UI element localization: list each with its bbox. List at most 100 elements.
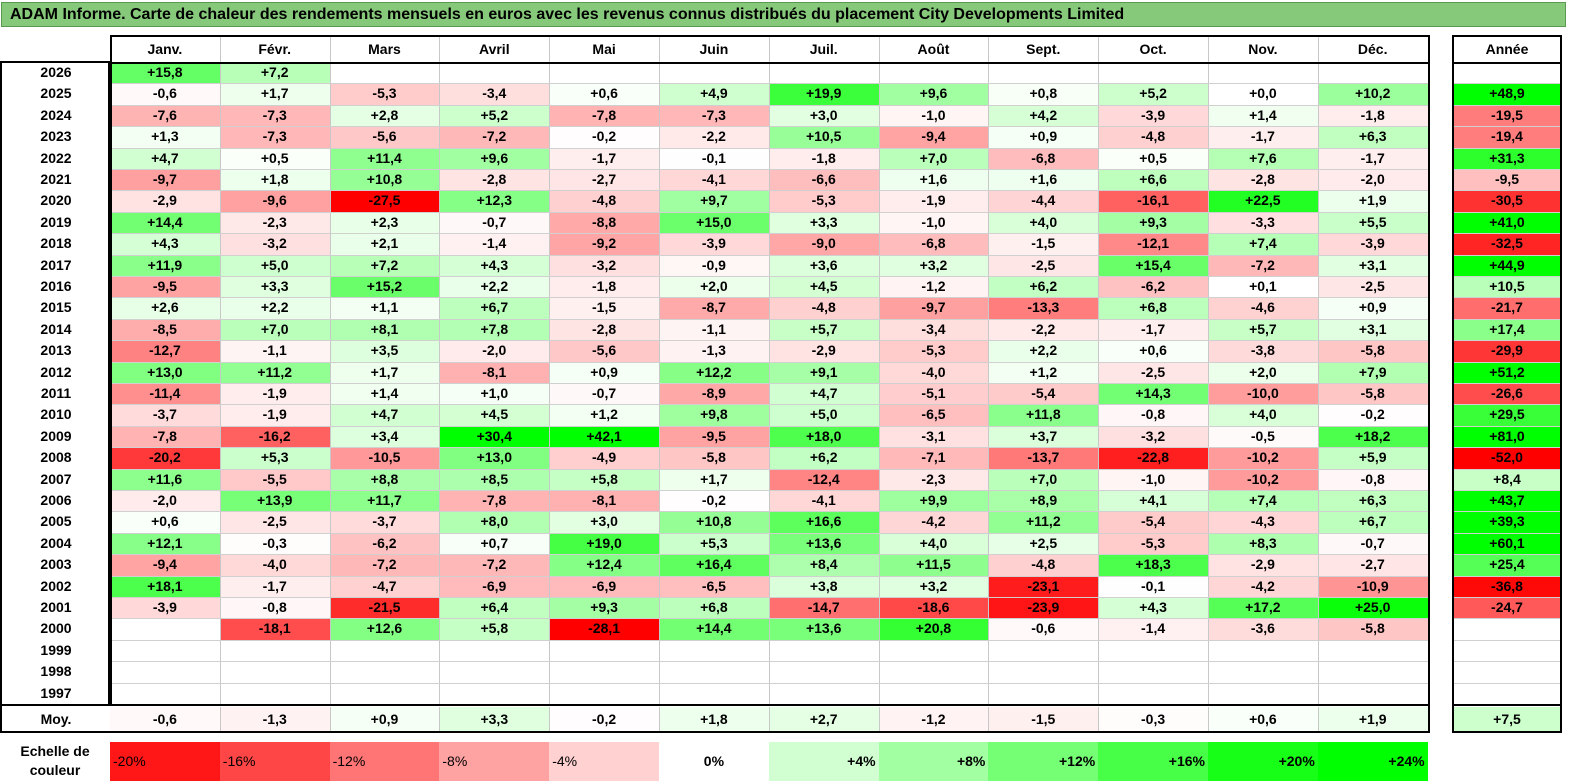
heatmap-cell: +14,3 — [1098, 383, 1208, 405]
month-header-9: Sept. — [1026, 41, 1061, 57]
heatmap-cell: -11,4 — [110, 383, 220, 405]
heatmap-cell: +12,3 — [439, 190, 550, 212]
annual-cell: +44,9 — [1452, 254, 1562, 276]
row-year-label: 2003 — [40, 556, 72, 573]
grid-line — [110, 490, 1428, 491]
heatmap-cell: -0,5 — [1208, 425, 1318, 448]
annual-cell: +29,5 — [1452, 404, 1562, 426]
heatmap-cell: -2,0 — [439, 340, 550, 362]
heatmap-cell: -1,9 — [878, 190, 989, 212]
grid-line — [110, 190, 1428, 191]
heatmap-cell: -1,9 — [219, 404, 330, 426]
heatmap-cell: -3,2 — [219, 233, 330, 255]
heatmap-cell: -3,9 — [659, 233, 769, 255]
heatmap-cell: -2,9 — [110, 190, 220, 212]
heatmap-cell — [1317, 62, 1428, 84]
heatmap-cell: -4,3 — [1208, 511, 1318, 533]
heatmap-cell: -5,3 — [878, 340, 989, 362]
heatmap-cell: +0,9 — [549, 361, 659, 383]
grid-line — [1452, 297, 1562, 298]
heatmap-cell: -7,6 — [110, 104, 220, 127]
heatmap-cell: +1,6 — [878, 169, 989, 191]
grid-line — [110, 319, 1428, 320]
heatmap-cell: +6,3 — [1317, 490, 1428, 512]
heatmap-cell: -23,9 — [988, 597, 1099, 619]
heatmap-cell: -4,4 — [988, 190, 1099, 212]
annual-cell: +17,4 — [1452, 318, 1562, 341]
heatmap-cell: -0,6 — [110, 83, 220, 105]
heatmap-cell: -7,2 — [1208, 254, 1318, 276]
heatmap-cell: +0,5 — [1098, 147, 1208, 169]
grid-line — [110, 447, 1428, 448]
heatmap-cell: +3,4 — [329, 425, 440, 448]
heatmap-cell: -3,6 — [1208, 618, 1318, 640]
annual-cell: -29,9 — [1452, 340, 1562, 362]
heatmap-cell: +13,6 — [768, 532, 879, 555]
grid-line — [1452, 276, 1562, 277]
heatmap-cell: +11,8 — [988, 404, 1099, 426]
average-cell: +2,7 — [768, 707, 879, 732]
grid-line — [1452, 533, 1562, 534]
heatmap-cell — [110, 661, 220, 683]
heatmap-cell: -1,8 — [1317, 104, 1428, 127]
grid-line — [1452, 469, 1562, 470]
heatmap-cell: +1,7 — [329, 361, 440, 383]
heatmap-cell: +4,3 — [110, 233, 220, 255]
heatmap-cell — [1208, 639, 1318, 662]
heatmap-cell: +4,9 — [659, 83, 769, 105]
heatmap-cell — [110, 639, 220, 662]
heatmap-cell — [878, 682, 989, 704]
heatmap-cell: +13,0 — [110, 361, 220, 383]
heatmap-cell: -0,2 — [549, 126, 659, 148]
heatmap-cell: -28,1 — [549, 618, 659, 640]
row-year-label: 2016 — [40, 278, 72, 294]
row-year-label: 2014 — [40, 320, 72, 337]
heatmap-cell: -4,9 — [549, 447, 659, 469]
heatmap-cell: +18,0 — [768, 425, 879, 448]
heatmap-cell: +2,2 — [439, 276, 550, 298]
heatmap-cell: +6,7 — [1317, 511, 1428, 533]
annual-cell: +31,3 — [1452, 147, 1562, 169]
heatmap-cell: -12,4 — [768, 468, 879, 490]
average-cell: -0,3 — [1098, 707, 1208, 732]
heatmap-cell — [1317, 639, 1428, 662]
grid-line — [110, 661, 1428, 662]
heatmap-cell: +2,5 — [988, 532, 1099, 555]
row-year-label: 1997 — [40, 684, 72, 701]
heatmap-cell: -3,9 — [1098, 104, 1208, 127]
heatmap-cell — [659, 682, 769, 704]
color-scale-stop: -12% — [329, 742, 440, 781]
heatmap-cell: +7,2 — [219, 62, 330, 84]
grid-line — [1452, 340, 1562, 341]
heatmap-cell: +1,1 — [329, 297, 440, 319]
heatmap-cell: -6,5 — [659, 575, 769, 597]
annual-cell: -19,4 — [1452, 126, 1562, 148]
heatmap-cell: +4,1 — [1098, 490, 1208, 512]
heatmap-cell — [549, 639, 659, 662]
heatmap-cell: +11,9 — [110, 254, 220, 276]
heatmap-cell: -18,1 — [219, 618, 330, 640]
heatmap-cell: -22,8 — [1098, 447, 1208, 469]
heatmap-cell: +3,0 — [768, 104, 879, 127]
heatmap-cell: +18,1 — [110, 575, 220, 597]
heatmap-cell — [110, 682, 220, 704]
heatmap-cell — [439, 661, 550, 683]
grid-line — [1452, 661, 1562, 662]
heatmap-cell — [768, 62, 879, 84]
row-year-label: 2019 — [40, 213, 72, 230]
heatmap-cell: +7,2 — [329, 254, 440, 276]
average-cell: +1,9 — [1317, 707, 1428, 732]
heatmap-cell: +3,3 — [768, 211, 879, 234]
heatmap-cell: -5,3 — [768, 190, 879, 212]
heatmap-cell: -5,6 — [549, 340, 659, 362]
grid-line — [110, 297, 1428, 298]
heatmap-cell: -4,2 — [1208, 575, 1318, 597]
average-cell: +0,6 — [1208, 707, 1318, 732]
annual-cell: -32,5 — [1452, 233, 1562, 255]
heatmap-cell: -10,2 — [1208, 447, 1318, 469]
color-scale-stop: -20% — [110, 742, 220, 781]
heatmap-cell: +42,1 — [549, 425, 659, 448]
grid-line — [1452, 554, 1562, 555]
annual-cell — [1452, 661, 1562, 683]
heatmap-cell: +8,8 — [329, 468, 440, 490]
